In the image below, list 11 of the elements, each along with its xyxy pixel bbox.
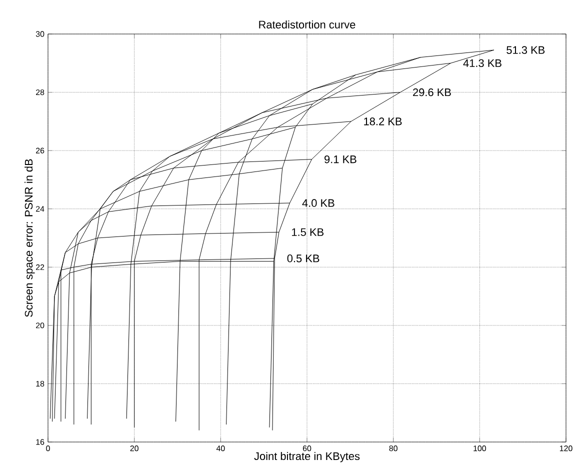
series-label: 9.1 KB	[324, 155, 356, 164]
series-label: 4.0 KB	[302, 199, 334, 207]
series-label: 0.5 KB	[287, 254, 320, 262]
series-label: 29.6 KB	[413, 88, 451, 96]
chart-title: Ratedistortion curve	[259, 20, 356, 28]
series-label: 1.5 KB	[292, 228, 324, 236]
y-axis-title: Screen space error: PSNR in dB	[24, 159, 35, 317]
series-label: 18.2 KB	[364, 118, 402, 126]
series-label: 51.3 KB	[506, 46, 545, 54]
series-label: 41.3 KB	[463, 59, 502, 68]
x-axis-title: Joint bitrate in KBytes	[254, 452, 360, 462]
